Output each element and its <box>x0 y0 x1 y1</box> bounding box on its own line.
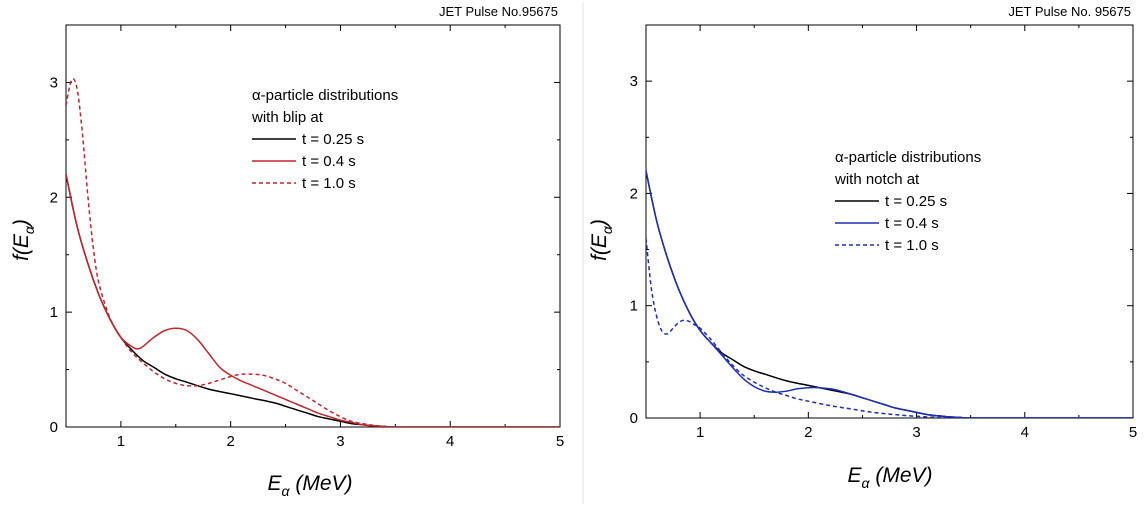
x-axis-title-subscript: α <box>862 475 871 491</box>
y-axis-title-symbol: f(E <box>588 233 611 261</box>
y-axis-title: f(Eα) <box>588 219 615 261</box>
y-axis-title-subscript: α <box>21 225 37 234</box>
x-axis-title: Eα (MeV) <box>268 472 353 499</box>
legend: α-particle distributions with blip at t = … <box>251 87 398 192</box>
legend-title-line: α-particle distributions <box>252 87 398 104</box>
legend-entry: t = 0.4 s <box>302 153 356 170</box>
legend-entry: t = 0.25 s <box>302 131 364 148</box>
x-tick-label: 5 <box>1129 424 1137 441</box>
x-axis-title-unit: (MeV) <box>870 464 933 487</box>
series-line-2 <box>646 170 1133 418</box>
x-axis-title-unit: (MeV) <box>290 472 353 495</box>
y-axis-title-symbol: f(E <box>10 233 33 261</box>
x-tick-label: 5 <box>556 433 564 450</box>
x-tick-label: 3 <box>336 433 344 450</box>
pulse-number-label: JET Pulse No. 95675 <box>1008 4 1131 19</box>
series-line-2 <box>66 174 560 427</box>
pulse-number-label: JET Pulse No.95675 <box>439 4 558 19</box>
legend-title-line: α-particle distributions <box>835 149 981 166</box>
x-tick-label: 2 <box>226 433 234 450</box>
legend: α-particle distributions with notch at t =… <box>834 149 981 254</box>
x-axis-title: Eα (MeV) <box>848 464 933 491</box>
legend-entry: t = 1.0 s <box>885 237 939 254</box>
chart-panel-left: JET Pulse No.95675 1 2 3 4 5 0 1 2 3 α-particle di… <box>10 4 564 499</box>
plot-frame <box>65 24 561 428</box>
y-axis-title: f(Eα) <box>10 219 37 261</box>
x-tick-label: 3 <box>912 424 920 441</box>
y-tick-label: 2 <box>50 189 58 206</box>
y-tick-label: 3 <box>50 74 58 91</box>
legend-entry: t = 0.25 s <box>885 193 947 210</box>
x-tick-label: 4 <box>446 433 454 450</box>
plot-frame <box>645 24 1134 419</box>
x-axis-title-symbol: E <box>848 464 863 487</box>
y-axis-title-close: ) <box>588 219 611 229</box>
y-tick-label: 1 <box>50 304 58 321</box>
x-axis-title-symbol: E <box>268 472 283 495</box>
legend-title-line: with blip at <box>251 109 324 126</box>
x-tick-label: 1 <box>696 424 704 441</box>
y-tick-label: 3 <box>630 73 638 90</box>
x-tick-label: 1 <box>117 433 125 450</box>
x-tick-label: 2 <box>804 424 812 441</box>
y-axis-title-subscript: α <box>599 225 615 234</box>
y-tick-label: 0 <box>630 410 638 427</box>
x-tick-label: 4 <box>1021 424 1029 441</box>
legend-entry: t = 0.4 s <box>885 215 939 232</box>
series-line-3 <box>646 238 1133 418</box>
x-axis-title-subscript: α <box>282 483 291 499</box>
y-tick-label: 0 <box>50 419 58 436</box>
legend-title-line: with notch at <box>834 171 920 188</box>
chart-panel-right: JET Pulse No. 95675 1 2 3 4 5 0 1 2 3 α-particle d… <box>588 4 1137 491</box>
y-tick-label: 1 <box>630 298 638 315</box>
series-line-3 <box>66 78 560 427</box>
legend-entry: t = 1.0 s <box>302 175 356 192</box>
y-tick-label: 2 <box>630 185 638 202</box>
y-axis-title-close: ) <box>10 219 33 229</box>
